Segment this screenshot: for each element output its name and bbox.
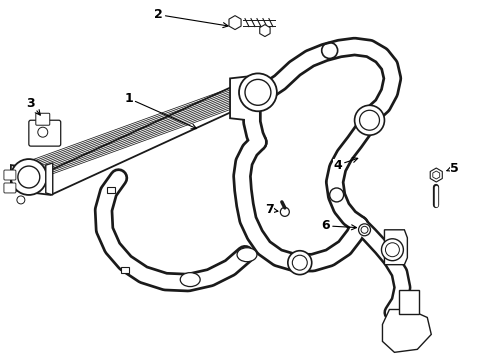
Ellipse shape — [180, 273, 200, 287]
Polygon shape — [229, 76, 247, 120]
Text: 7: 7 — [265, 203, 277, 216]
Ellipse shape — [385, 243, 399, 257]
FancyBboxPatch shape — [29, 120, 61, 146]
FancyBboxPatch shape — [4, 170, 16, 180]
Text: 4: 4 — [333, 158, 357, 172]
Text: 3: 3 — [26, 97, 40, 115]
Ellipse shape — [381, 239, 403, 261]
Polygon shape — [46, 163, 53, 195]
Polygon shape — [259, 24, 269, 37]
Text: 2: 2 — [154, 8, 227, 28]
Text: 1: 1 — [124, 92, 196, 129]
Text: 5: 5 — [446, 162, 458, 175]
Ellipse shape — [360, 226, 367, 233]
Ellipse shape — [354, 105, 384, 135]
Polygon shape — [11, 85, 235, 195]
Ellipse shape — [244, 80, 270, 105]
Ellipse shape — [38, 127, 48, 137]
Ellipse shape — [359, 110, 379, 130]
Ellipse shape — [280, 207, 289, 216]
Polygon shape — [228, 15, 241, 30]
Ellipse shape — [292, 255, 306, 270]
Polygon shape — [429, 168, 441, 182]
FancyBboxPatch shape — [106, 187, 114, 193]
Ellipse shape — [17, 196, 25, 204]
Polygon shape — [384, 230, 407, 265]
Ellipse shape — [237, 248, 256, 262]
Ellipse shape — [287, 251, 311, 275]
FancyBboxPatch shape — [4, 183, 16, 193]
Ellipse shape — [358, 224, 370, 236]
Polygon shape — [399, 289, 419, 315]
Polygon shape — [432, 171, 439, 179]
Polygon shape — [382, 310, 430, 352]
FancyBboxPatch shape — [36, 113, 50, 125]
Ellipse shape — [18, 166, 40, 188]
FancyBboxPatch shape — [121, 267, 129, 273]
Text: 6: 6 — [321, 219, 356, 232]
Ellipse shape — [239, 73, 276, 111]
Ellipse shape — [11, 159, 47, 195]
